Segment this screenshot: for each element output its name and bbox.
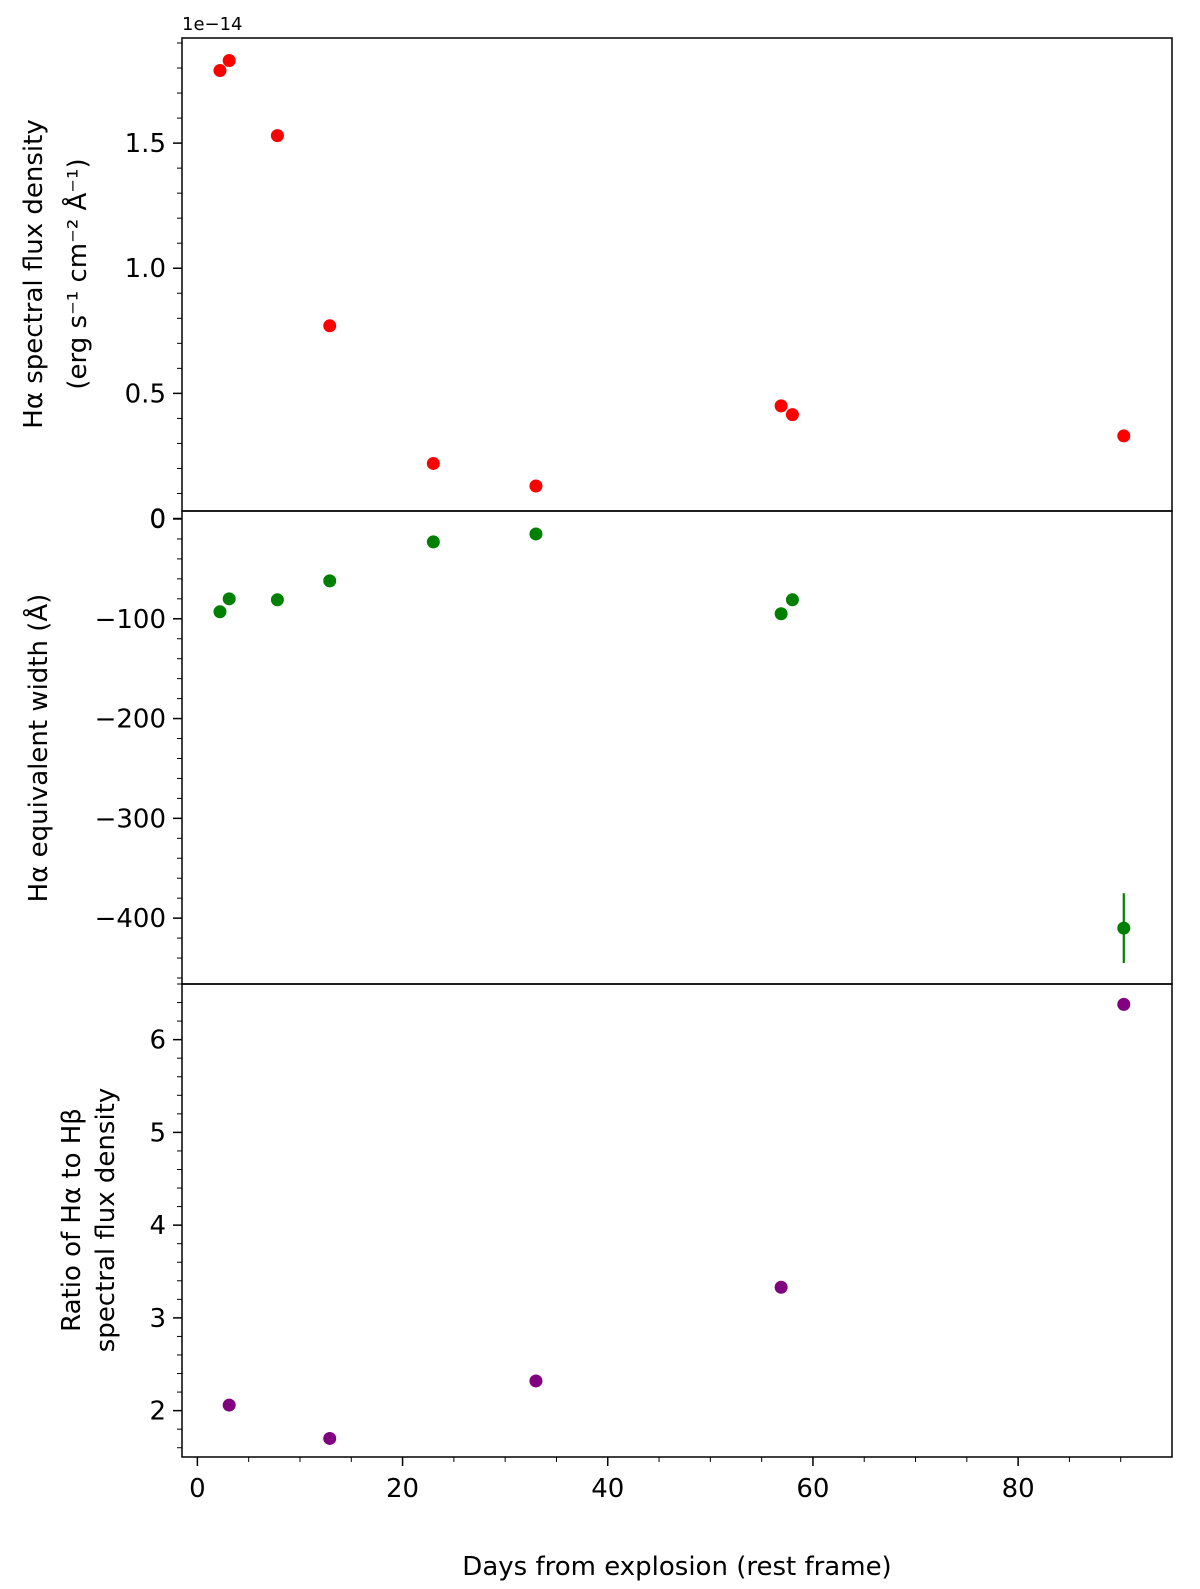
panel-flux-ticks: 0 0.5 1.0 1.5 [125, 42, 182, 535]
panel-ratio-frame [181, 983, 1173, 1458]
panel-flux: 0 0.5 1.0 1.5 1e−14 Hα spectral flux densit… [19, 14, 1173, 535]
point-ew-1 [222, 592, 236, 606]
point-flux-3 [323, 319, 337, 333]
xtick-label: 40 [591, 1474, 624, 1504]
point-ew-3 [323, 574, 337, 588]
panel-ratio-points [222, 997, 1131, 1445]
point-ew-7 [785, 593, 799, 607]
point-flux-5 [529, 479, 543, 493]
point-flux-1 [222, 54, 236, 68]
x-axis-label: Days from explosion (rest frame) [462, 1552, 891, 1582]
point-flux-4 [426, 456, 440, 470]
point-flux-8 [1117, 429, 1131, 443]
ytick-label-ratio: 5 [149, 1118, 166, 1148]
point-ew-0 [213, 605, 227, 619]
panel-ratio-ticks: 2 3 4 5 6 [149, 983, 182, 1449]
xtick-label: 60 [796, 1474, 829, 1504]
point-ew-6 [774, 607, 788, 621]
ratio-ylabel-line1: Ratio of Hα to Hβ [57, 1108, 87, 1332]
ytick-label-flux: 1.0 [125, 254, 166, 284]
point-ew-4 [426, 535, 440, 549]
panel-ew: 0 −100 −200 −300 −400 Hα equivalent width (Å… [22, 505, 1173, 985]
ytick-label-ratio: 3 [149, 1304, 166, 1334]
panel-flux-points [213, 54, 1131, 493]
panel-ew-ticks: 0 −100 −200 −300 −400 [95, 505, 182, 979]
point-ew-8 [1117, 921, 1131, 935]
flux-ylabel-line2: (erg s⁻¹ cm⁻² Å⁻¹) [61, 158, 93, 389]
ytick-label-ratio: 4 [149, 1211, 166, 1241]
panel-flux-frame [181, 37, 1173, 512]
point-ew-2 [270, 593, 284, 607]
point-flux-0 [213, 64, 227, 78]
panel-ratio: 2 3 4 5 6 Ratio of Hα to Hβ spectral flux de… [57, 983, 1173, 1458]
xtick-label: 80 [1002, 1474, 1035, 1504]
ytick-label-flux: 1.5 [125, 129, 166, 159]
ytick-label-ew: −300 [95, 804, 166, 834]
point-ratio-1 [323, 1431, 337, 1445]
ytick-label-ratio: 2 [149, 1397, 166, 1427]
ytick-label-ew: −200 [95, 705, 166, 735]
point-flux-7 [785, 408, 799, 422]
point-ew-5 [529, 527, 543, 541]
ytick-label-ew: −100 [95, 605, 166, 635]
ytick-label-ew: 0 [149, 505, 166, 535]
ytick-label-flux: 0.5 [125, 379, 166, 409]
ratio-ylabel-line2: spectral flux density [91, 1088, 121, 1352]
point-ratio-0 [222, 1398, 236, 1412]
point-ratio-3 [774, 1280, 788, 1294]
xtick-label: 0 [189, 1474, 206, 1504]
x-axis: 0 20 40 60 80 [189, 1457, 1122, 1504]
point-flux-2 [270, 129, 284, 143]
point-ratio-2 [529, 1374, 543, 1388]
flux-ylabel-line1: Hα spectral flux density [19, 119, 49, 428]
ew-ylabel: Hα equivalent width (Å) [22, 594, 54, 903]
xtick-label: 20 [386, 1474, 419, 1504]
flux-offset-text: 1e−14 [182, 14, 243, 35]
panel-ew-points [213, 527, 1131, 964]
ytick-label-ratio: 6 [149, 1026, 166, 1056]
ytick-label-flux: 0 [149, 505, 166, 535]
ytick-label-ew: −400 [95, 904, 166, 934]
point-flux-6 [774, 399, 788, 413]
point-ratio-4 [1117, 997, 1131, 1011]
